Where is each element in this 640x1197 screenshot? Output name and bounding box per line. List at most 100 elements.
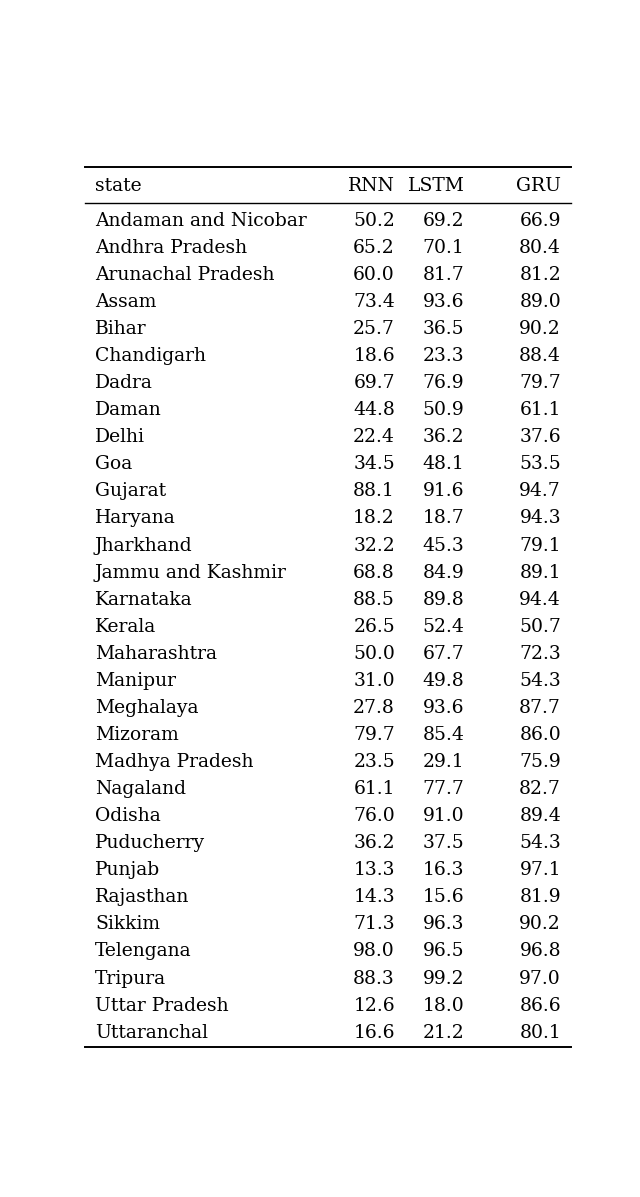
- Text: 54.3: 54.3: [520, 834, 561, 852]
- Text: 50.0: 50.0: [353, 645, 395, 663]
- Text: 93.6: 93.6: [423, 293, 465, 311]
- Text: 96.3: 96.3: [423, 916, 465, 934]
- Text: Dadra: Dadra: [95, 375, 153, 393]
- Text: 79.7: 79.7: [520, 375, 561, 393]
- Text: Sikkim: Sikkim: [95, 916, 160, 934]
- Text: 88.4: 88.4: [519, 347, 561, 365]
- Text: Goa: Goa: [95, 455, 132, 473]
- Text: 89.1: 89.1: [520, 564, 561, 582]
- Text: RNN: RNN: [348, 177, 395, 195]
- Text: 79.7: 79.7: [353, 725, 395, 745]
- Text: 81.2: 81.2: [520, 266, 561, 284]
- Text: 49.8: 49.8: [422, 672, 465, 689]
- Text: Punjab: Punjab: [95, 862, 160, 880]
- Text: 89.0: 89.0: [520, 293, 561, 311]
- Text: LSTM: LSTM: [408, 177, 465, 195]
- Text: 16.6: 16.6: [353, 1023, 395, 1041]
- Text: 84.9: 84.9: [422, 564, 465, 582]
- Text: 14.3: 14.3: [353, 888, 395, 906]
- Text: 90.2: 90.2: [520, 320, 561, 338]
- Text: 93.6: 93.6: [423, 699, 465, 717]
- Text: Haryana: Haryana: [95, 510, 175, 528]
- Text: 76.0: 76.0: [353, 807, 395, 825]
- Text: 69.2: 69.2: [423, 212, 465, 230]
- Text: 45.3: 45.3: [422, 536, 465, 554]
- Text: 69.7: 69.7: [353, 375, 395, 393]
- Text: 77.7: 77.7: [422, 780, 465, 798]
- Text: 68.8: 68.8: [353, 564, 395, 582]
- Text: 54.3: 54.3: [520, 672, 561, 689]
- Text: 79.1: 79.1: [520, 536, 561, 554]
- Text: 86.0: 86.0: [520, 725, 561, 745]
- Text: Daman: Daman: [95, 401, 162, 419]
- Text: 87.7: 87.7: [519, 699, 561, 717]
- Text: 99.2: 99.2: [423, 970, 465, 988]
- Text: 94.7: 94.7: [520, 482, 561, 500]
- Text: 18.0: 18.0: [422, 997, 465, 1015]
- Text: 75.9: 75.9: [520, 753, 561, 771]
- Text: 88.1: 88.1: [353, 482, 395, 500]
- Text: Gujarat: Gujarat: [95, 482, 166, 500]
- Text: 97.1: 97.1: [520, 862, 561, 880]
- Text: Jharkhand: Jharkhand: [95, 536, 193, 554]
- Text: Rajasthan: Rajasthan: [95, 888, 189, 906]
- Text: 48.1: 48.1: [422, 455, 465, 473]
- Text: 97.0: 97.0: [520, 970, 561, 988]
- Text: Tripura: Tripura: [95, 970, 166, 988]
- Text: 90.2: 90.2: [520, 916, 561, 934]
- Text: state: state: [95, 177, 141, 195]
- Text: Andaman and Nicobar: Andaman and Nicobar: [95, 212, 307, 230]
- Text: 94.4: 94.4: [520, 590, 561, 608]
- Text: 34.5: 34.5: [353, 455, 395, 473]
- Text: 26.5: 26.5: [353, 618, 395, 636]
- Text: 73.4: 73.4: [353, 293, 395, 311]
- Text: Kerala: Kerala: [95, 618, 156, 636]
- Text: 66.9: 66.9: [520, 212, 561, 230]
- Text: 88.3: 88.3: [353, 970, 395, 988]
- Text: 88.5: 88.5: [353, 590, 395, 608]
- Text: Arunachal Pradesh: Arunachal Pradesh: [95, 266, 275, 284]
- Text: GRU: GRU: [516, 177, 561, 195]
- Text: Karnataka: Karnataka: [95, 590, 193, 608]
- Text: 22.4: 22.4: [353, 429, 395, 446]
- Text: 89.8: 89.8: [422, 590, 465, 608]
- Text: 76.9: 76.9: [423, 375, 465, 393]
- Text: 21.2: 21.2: [422, 1023, 465, 1041]
- Text: 13.3: 13.3: [353, 862, 395, 880]
- Text: 23.5: 23.5: [353, 753, 395, 771]
- Text: 96.8: 96.8: [520, 942, 561, 960]
- Text: Puducherry: Puducherry: [95, 834, 205, 852]
- Text: 89.4: 89.4: [520, 807, 561, 825]
- Text: 50.2: 50.2: [353, 212, 395, 230]
- Text: 23.3: 23.3: [423, 347, 465, 365]
- Text: 50.7: 50.7: [519, 618, 561, 636]
- Text: Madhya Pradesh: Madhya Pradesh: [95, 753, 253, 771]
- Text: Bihar: Bihar: [95, 320, 147, 338]
- Text: Manipur: Manipur: [95, 672, 176, 689]
- Text: 67.7: 67.7: [422, 645, 465, 663]
- Text: 86.6: 86.6: [520, 997, 561, 1015]
- Text: 98.0: 98.0: [353, 942, 395, 960]
- Text: 50.9: 50.9: [422, 401, 465, 419]
- Text: 70.1: 70.1: [422, 239, 465, 257]
- Text: 71.3: 71.3: [353, 916, 395, 934]
- Text: Uttar Pradesh: Uttar Pradesh: [95, 997, 228, 1015]
- Text: 65.2: 65.2: [353, 239, 395, 257]
- Text: Telengana: Telengana: [95, 942, 191, 960]
- Text: Andhra Pradesh: Andhra Pradesh: [95, 239, 247, 257]
- Text: 37.6: 37.6: [520, 429, 561, 446]
- Text: 44.8: 44.8: [353, 401, 395, 419]
- Text: Chandigarh: Chandigarh: [95, 347, 206, 365]
- Text: Meghalaya: Meghalaya: [95, 699, 198, 717]
- Text: 12.6: 12.6: [353, 997, 395, 1015]
- Text: 29.1: 29.1: [423, 753, 465, 771]
- Text: Jammu and Kashmir: Jammu and Kashmir: [95, 564, 287, 582]
- Text: 15.6: 15.6: [423, 888, 465, 906]
- Text: 25.7: 25.7: [353, 320, 395, 338]
- Text: Delhi: Delhi: [95, 429, 145, 446]
- Text: 53.5: 53.5: [520, 455, 561, 473]
- Text: 16.3: 16.3: [423, 862, 465, 880]
- Text: Maharashtra: Maharashtra: [95, 645, 217, 663]
- Text: 81.9: 81.9: [520, 888, 561, 906]
- Text: 32.2: 32.2: [353, 536, 395, 554]
